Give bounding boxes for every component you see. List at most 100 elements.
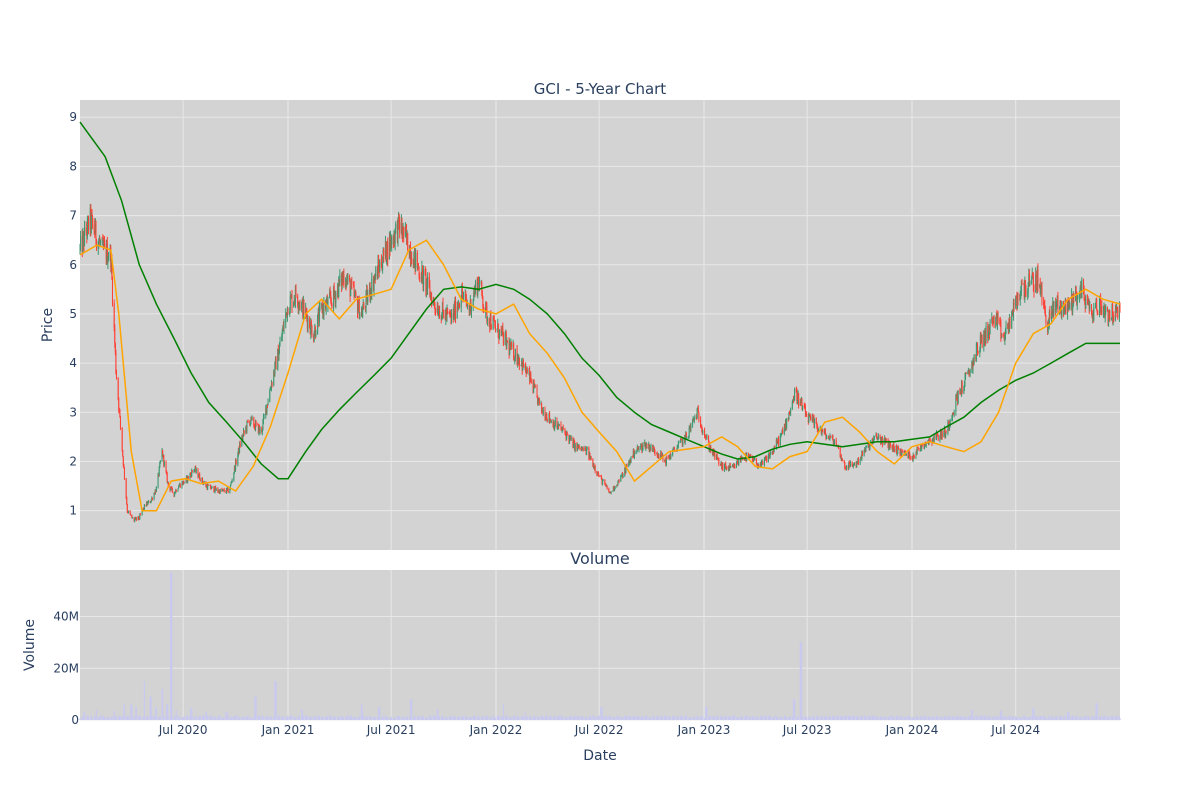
candle [415,248,416,271]
volume-bar [459,717,460,720]
candle [172,487,173,493]
volume-bar [503,704,504,720]
volume-y-tick-label: 0 [71,713,79,727]
candle [260,427,261,435]
price-y-tick-label: 4 [69,356,77,370]
candle [1096,298,1097,311]
volume-bar [92,718,93,720]
candle [551,420,552,423]
candle [1053,301,1054,317]
candle [608,488,609,493]
price-y-tick-label: 5 [69,307,77,321]
volume-bar [599,716,600,720]
volume-bar [100,715,101,720]
candle [295,284,296,298]
candle [1037,263,1038,291]
candle [208,484,209,486]
volume-bar [1113,717,1114,720]
volume-bar [499,718,500,720]
candle [495,320,496,332]
candle [567,432,568,436]
candle [335,291,336,309]
volume-bar [1053,717,1054,720]
volume-bar [339,717,340,720]
candle [196,467,197,474]
volume-bar [642,716,643,720]
volume-bar [188,716,189,720]
volume-bar [439,718,440,720]
volume-bar [806,717,807,720]
candle [164,460,165,467]
candle [619,479,620,483]
candle [575,443,576,452]
volume-bar [587,718,588,720]
volume-bar [934,718,935,720]
volume-bar [212,717,213,720]
candle [846,465,847,470]
x-axis-label: Date [583,748,616,764]
candle [443,310,444,319]
candle [836,438,837,446]
candle [539,398,540,406]
volume-bar [443,718,444,720]
candle [355,291,356,298]
candle [122,427,123,451]
candle [623,473,624,478]
candle [802,405,803,411]
candle [498,323,499,338]
candle [958,390,959,404]
volume-bar [1073,717,1074,720]
volume-bar [559,716,560,720]
candle [535,385,536,388]
volume-bar [926,716,927,720]
candle [291,290,292,313]
volume-bar [930,717,931,720]
volume-bar [894,718,895,720]
candle [1085,294,1086,309]
candle [607,485,608,490]
volume-bar [874,716,875,720]
candle [639,446,640,452]
volume-bar [1069,717,1070,720]
volume-bar [1109,718,1110,720]
volume-bar [662,718,663,720]
candle [856,461,857,468]
volume-bar [371,718,372,720]
candle [213,486,214,492]
volume-bar [834,717,835,720]
volume-bar [646,717,647,720]
volume-bar [607,716,608,720]
candle [914,455,915,459]
candle [834,439,835,444]
volume-bar [192,716,193,720]
candle [615,486,616,490]
candle [658,454,659,459]
volume-bar [1029,717,1030,720]
candle [896,444,897,454]
candle [563,425,564,431]
volume-bar [858,718,859,720]
volume-bar [475,717,476,720]
x-tick-label: Jul 2023 [782,723,832,737]
candle [858,457,859,465]
candle [1117,307,1118,320]
volume-bar [902,718,903,720]
candle [192,470,193,473]
price-y-tick-label: 1 [69,504,77,518]
price-y-tick-label: 6 [69,258,77,272]
volume-bar [682,717,683,720]
volume-bar [555,717,556,720]
volume-bar [531,718,532,720]
volume-bar [140,716,141,720]
volume-bar [224,718,225,720]
volume-bar [148,716,149,720]
candle [232,478,233,482]
candle [647,444,648,449]
candle [734,464,735,469]
volume-bar [950,718,951,720]
volume-bar [678,717,679,720]
volume-bar [962,716,963,720]
volume-bar [734,715,735,720]
volume-bar [244,716,245,720]
